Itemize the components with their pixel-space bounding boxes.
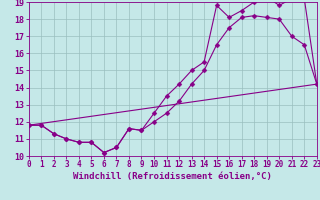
X-axis label: Windchill (Refroidissement éolien,°C): Windchill (Refroidissement éolien,°C) [73,172,272,181]
